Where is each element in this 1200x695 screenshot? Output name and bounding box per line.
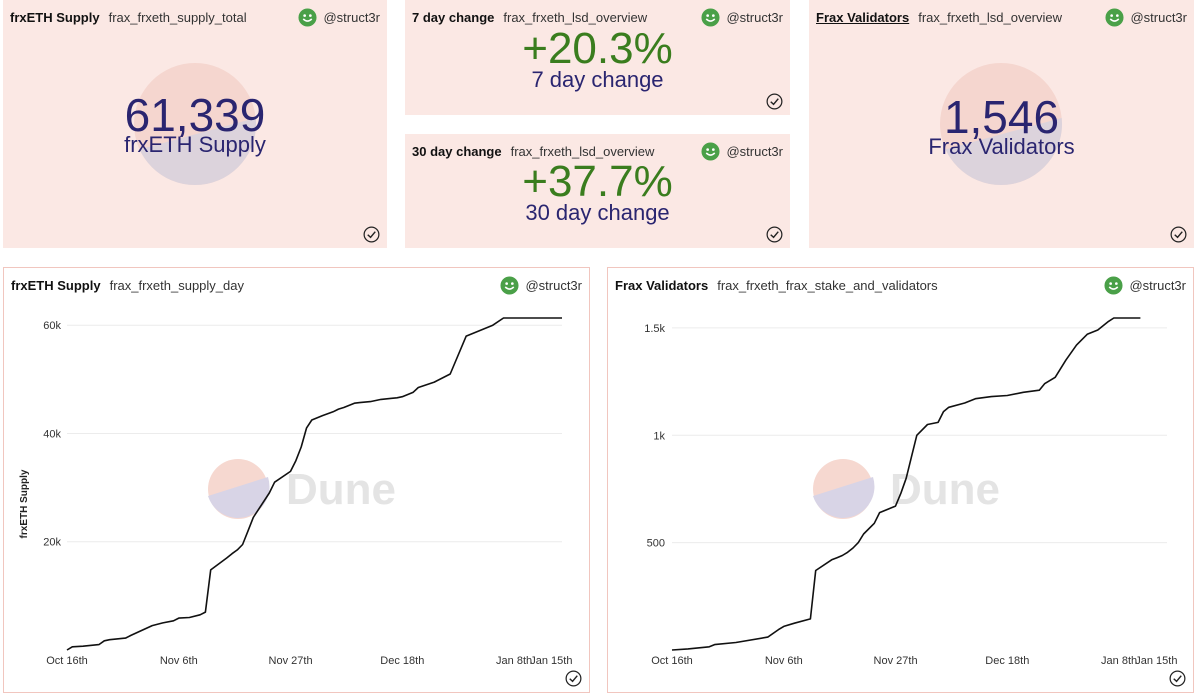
card-title[interactable]: Frax Validators: [816, 9, 910, 25]
validators-label: Frax Validators: [928, 134, 1075, 159]
x-tick-label: Oct 16th: [46, 655, 88, 667]
y-tick-label: 1.5k: [644, 323, 665, 335]
check-circle-icon[interactable]: [766, 226, 783, 243]
card-title[interactable]: 30 day change: [412, 143, 502, 159]
change-7d-label: 7 day change: [531, 67, 664, 92]
card-title[interactable]: frxETH Supply: [10, 9, 100, 25]
y-tick-label: 500: [647, 538, 665, 550]
card-header: 7 day change frax_frxeth_lsd_overview @s…: [412, 4, 783, 30]
card-header: frxETH Supply frax_frxeth_supply_total @…: [10, 4, 380, 30]
query-name[interactable]: frax_frxeth_supply_day: [109, 277, 244, 293]
query-name[interactable]: frax_frxeth_supply_total: [108, 9, 247, 25]
change-30d-card: 30 day change frax_frxeth_lsd_overview @…: [405, 134, 790, 248]
card-header: 30 day change frax_frxeth_lsd_overview @…: [412, 138, 783, 164]
card-title[interactable]: Frax Validators: [615, 277, 709, 293]
y-tick-label: 20k: [43, 537, 61, 549]
change-7d-card: 7 day change frax_frxeth_lsd_overview @s…: [405, 0, 790, 115]
author[interactable]: @struct3r: [1105, 7, 1187, 27]
author[interactable]: @struct3r: [298, 7, 380, 27]
card-title[interactable]: 7 day change: [412, 9, 495, 25]
author-name: @struct3r: [323, 9, 380, 25]
card-header: Frax Validators frax_frxeth_frax_stake_a…: [615, 272, 1186, 298]
query-name[interactable]: frax_frxeth_frax_stake_and_validators: [717, 277, 938, 293]
check-circle-icon[interactable]: [565, 670, 582, 687]
x-tick-label: Jan 8th: [496, 655, 532, 667]
check-circle-icon[interactable]: [766, 93, 783, 110]
supply-label: frxETH Supply: [124, 132, 266, 157]
check-circle-icon[interactable]: [363, 226, 380, 243]
validators-line-chart[interactable]: Dune 500 1k 1.5k Oct 16th Nov 6th Nov 27th Dec…: [608, 268, 1193, 692]
x-tick-label: Oct 16th: [651, 655, 693, 667]
validators-total-card: Frax Validators frax_frxeth_lsd_overview…: [809, 0, 1194, 248]
y-tick-label: 60k: [43, 320, 61, 332]
x-tick-label: Dec 18th: [985, 655, 1029, 667]
card-header: Frax Validators frax_frxeth_lsd_overview…: [816, 4, 1187, 30]
author[interactable]: @struct3r: [701, 141, 783, 161]
author[interactable]: @struct3r: [701, 7, 783, 27]
check-circle-icon[interactable]: [1169, 670, 1186, 687]
avatar-icon: [1105, 7, 1124, 27]
check-circle-icon[interactable]: [1170, 226, 1187, 243]
dune-watermark: Dune: [813, 459, 1000, 519]
x-tick-label: Dec 18th: [380, 655, 424, 667]
validators-chart-card: Frax Validators frax_frxeth_frax_stake_a…: [607, 267, 1194, 693]
query-name[interactable]: frax_frxeth_lsd_overview: [510, 143, 655, 159]
x-tick-label: Jan 15th: [530, 655, 572, 667]
supply-chart-card: frxETH Supply frax_frxeth_supply_day @st…: [3, 267, 590, 693]
x-tick-label: Nov 6th: [160, 655, 198, 667]
author-name: @struct3r: [1130, 9, 1187, 25]
watermark-text: Dune: [286, 465, 396, 514]
supply-line-chart[interactable]: Dune 20k 40k 60k Oct 16th Nov 6th Nov 27th Dec…: [4, 268, 589, 692]
x-tick-label: Nov 27th: [874, 655, 918, 667]
avatar-icon: [701, 141, 720, 161]
watermark-text: Dune: [890, 465, 1000, 514]
author[interactable]: @struct3r: [1104, 275, 1186, 295]
card-title[interactable]: frxETH Supply: [11, 277, 101, 293]
author[interactable]: @struct3r: [500, 275, 582, 295]
avatar-icon: [1104, 275, 1123, 295]
query-name[interactable]: frax_frxeth_lsd_overview: [503, 9, 648, 25]
author-name: @struct3r: [726, 9, 783, 25]
series-line[interactable]: [66, 317, 562, 651]
change-30d-label: 30 day change: [525, 200, 670, 225]
y-tick-label: 1k: [653, 430, 665, 442]
change-7d-value: +20.3%: [522, 24, 673, 73]
validators-value: 1,546: [943, 91, 1060, 143]
dune-watermark-circle: [940, 63, 1062, 185]
x-tick-label: Nov 27th: [269, 655, 313, 667]
author-name: @struct3r: [525, 277, 582, 293]
avatar-icon: [500, 275, 519, 295]
x-tick-label: Nov 6th: [765, 655, 803, 667]
x-tick-label: Jan 15th: [1135, 655, 1177, 667]
y-axis-label: frxETH Supply: [19, 469, 30, 538]
author-name: @struct3r: [726, 143, 783, 159]
dune-watermark: Dune: [208, 459, 396, 519]
series-line[interactable]: [671, 317, 1141, 651]
avatar-icon: [298, 7, 317, 27]
card-header: frxETH Supply frax_frxeth_supply_day @st…: [11, 272, 582, 298]
dune-watermark-circle: [134, 63, 256, 185]
supply-value: 61,339: [124, 89, 266, 141]
query-name[interactable]: frax_frxeth_lsd_overview: [918, 9, 1063, 25]
change-30d-value: +37.7%: [522, 157, 673, 206]
avatar-icon: [701, 7, 720, 27]
author-name: @struct3r: [1129, 277, 1186, 293]
x-tick-label: Jan 8th: [1101, 655, 1137, 667]
supply-total-card: frxETH Supply frax_frxeth_supply_total @…: [3, 0, 387, 248]
y-tick-label: 40k: [43, 428, 61, 440]
